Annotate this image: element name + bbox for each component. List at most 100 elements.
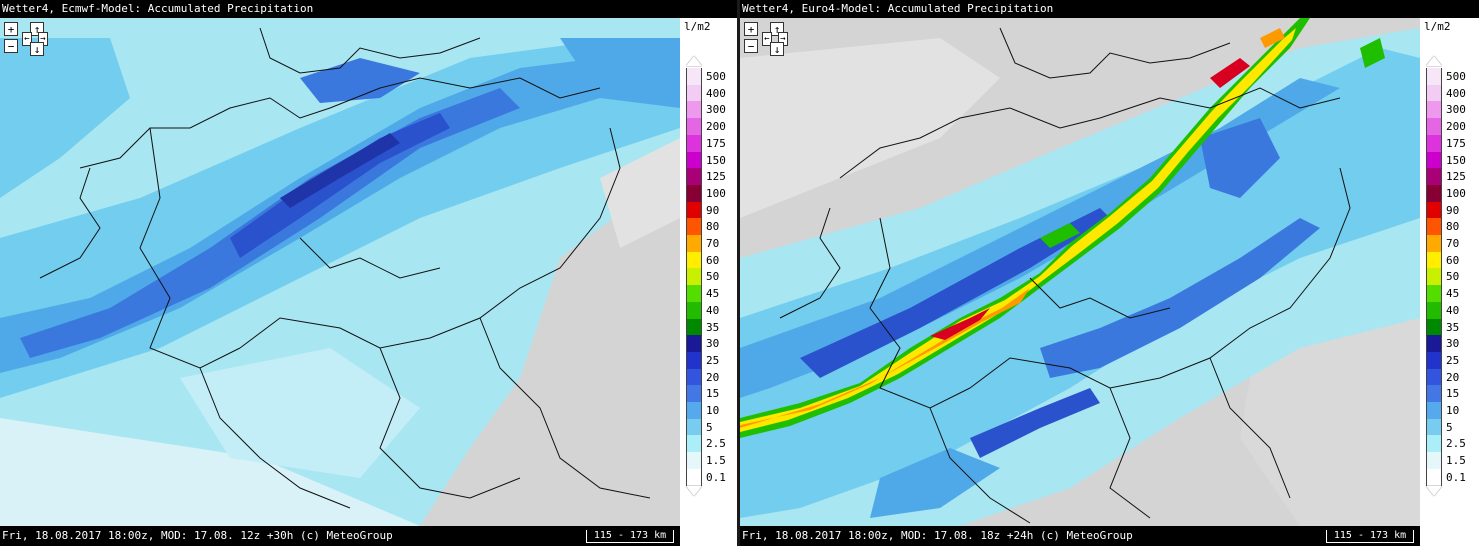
- legend-swatch: [1426, 134, 1442, 152]
- forecast-info: Fri, 18.08.2017 18:00z, MOD: 17.08. 12z …: [2, 529, 393, 542]
- legend-swatch: [1426, 68, 1442, 86]
- legend-label: 90: [706, 203, 720, 217]
- pan-left-icon[interactable]: ←: [22, 32, 32, 46]
- legend-label: 35: [1446, 320, 1460, 334]
- legend-label: 300: [1446, 103, 1466, 117]
- legend-swatch: [686, 468, 702, 486]
- legend-label: 5: [706, 420, 713, 434]
- precipitation-legend: l/m2 500 400 300 200 175 150 125 100 90 80 70 60 50 4…: [680, 18, 737, 546]
- legend-label: 60: [1446, 253, 1460, 267]
- pan-down-icon[interactable]: ↓: [30, 42, 44, 56]
- legend-label: 80: [1446, 220, 1460, 234]
- precipitation-map[interactable]: [740, 18, 1420, 526]
- legend-label: 150: [1446, 153, 1466, 167]
- legend-label: 90: [1446, 203, 1460, 217]
- map-navigation-controls: + − ↑ ← → ↓: [4, 22, 52, 58]
- legend-swatch: [686, 251, 702, 269]
- legend-label: 70: [1446, 237, 1460, 250]
- legend-label: 0.1: [1446, 470, 1466, 484]
- scale-bar: 115 - 173 km: [586, 530, 674, 543]
- legend-label: 500: [1446, 70, 1466, 83]
- legend-swatch: [1426, 268, 1442, 286]
- legend-label: 10: [1446, 404, 1460, 417]
- legend-label: 150: [706, 153, 726, 167]
- legend-swatch: [686, 268, 702, 286]
- legend-swatch: [686, 452, 702, 470]
- legend-swatch: [686, 418, 702, 436]
- legend-swatch: [1426, 368, 1442, 386]
- legend-swatch: [686, 335, 702, 353]
- zoom-out-icon[interactable]: −: [744, 39, 758, 53]
- legend-swatch: [1426, 201, 1442, 219]
- legend-label: 0.1: [706, 470, 726, 484]
- legend-label: 15: [706, 387, 720, 401]
- legend-swatch: [686, 134, 702, 152]
- zoom-out-icon[interactable]: −: [4, 39, 18, 53]
- legend-swatch: [686, 435, 702, 453]
- legend-label: 200: [1446, 120, 1466, 134]
- legend-label: 300: [706, 103, 726, 117]
- precipitation-map[interactable]: [0, 18, 680, 526]
- legend-swatch: [686, 201, 702, 219]
- legend-label: 60: [706, 253, 720, 267]
- legend-swatch: [686, 168, 702, 186]
- legend-label: 100: [1446, 186, 1466, 200]
- legend-swatch: [1426, 285, 1442, 303]
- legend-label: 50: [1446, 270, 1460, 284]
- legend-swatch: [1426, 84, 1442, 102]
- pan-left-icon[interactable]: ←: [762, 32, 772, 46]
- legend-swatch: [686, 184, 702, 203]
- legend-swatch: [686, 285, 702, 303]
- legend-label: 100: [706, 186, 726, 200]
- legend-label: 1.5: [706, 454, 726, 468]
- legend-label: 45: [1446, 287, 1460, 301]
- legend-swatch: [686, 351, 702, 370]
- legend-swatch: [686, 301, 702, 319]
- zoom-in-icon[interactable]: +: [4, 22, 18, 36]
- legend-bottom-arrow-icon: [686, 485, 702, 496]
- legend-label: 35: [706, 320, 720, 334]
- legend-swatch: [1426, 435, 1442, 453]
- legend-label: 50: [706, 270, 720, 284]
- legend-swatch: [686, 84, 702, 102]
- legend-swatch: [686, 151, 702, 169]
- legend-swatch: [686, 318, 702, 336]
- forecast-info: Fri, 18.08.2017 18:00z, MOD: 17.08. 18z …: [742, 529, 1133, 542]
- legend-label: 25: [1446, 353, 1460, 367]
- legend-label: 125: [1446, 170, 1466, 184]
- legend-swatch: [1426, 351, 1442, 370]
- legend-swatch: [1426, 235, 1442, 253]
- legend-swatch: [686, 118, 702, 136]
- legend-label: 1.5: [1446, 454, 1466, 468]
- map-navigation-controls: + − ↑ ← → ↓: [744, 22, 792, 58]
- legend-swatch: [686, 235, 702, 253]
- panel-footer: Fri, 18.08.2017 18:00z, MOD: 17.08. 12z …: [0, 526, 680, 546]
- legend-label: 175: [706, 136, 726, 150]
- scale-bar: 115 - 173 km: [1326, 530, 1414, 543]
- legend-swatch: [686, 68, 702, 86]
- euro4-panel: Wetter4, Euro4-Model: Accumulated Precip…: [740, 0, 1479, 546]
- legend-swatch: [1426, 184, 1442, 203]
- legend-label: 20: [1446, 370, 1460, 384]
- legend-label: 500: [706, 70, 726, 83]
- panel-footer: Fri, 18.08.2017 18:00z, MOD: 17.08. 18z …: [740, 526, 1420, 546]
- panel-title: Wetter4, Euro4-Model: Accumulated Precip…: [740, 0, 1479, 18]
- legend-unit: l/m2: [1424, 20, 1451, 33]
- legend-label: 10: [706, 404, 720, 417]
- legend-swatch: [1426, 402, 1442, 420]
- legend-swatch: [1426, 218, 1442, 236]
- legend-label: 2.5: [706, 437, 726, 451]
- zoom-in-icon[interactable]: +: [744, 22, 758, 36]
- legend-label: 400: [1446, 86, 1466, 100]
- legend-label: 25: [706, 353, 720, 367]
- legend-label: 125: [706, 170, 726, 184]
- legend-swatch: [686, 101, 702, 119]
- panel-title: Wetter4, Ecmwf-Model: Accumulated Precip…: [0, 0, 737, 18]
- legend-label: 80: [706, 220, 720, 234]
- legend-swatch: [1426, 418, 1442, 436]
- legend-label: 45: [706, 287, 720, 301]
- legend-label: 30: [1446, 337, 1460, 351]
- legend-swatch: [1426, 101, 1442, 119]
- pan-down-icon[interactable]: ↓: [770, 42, 784, 56]
- legend-swatch: [686, 385, 702, 403]
